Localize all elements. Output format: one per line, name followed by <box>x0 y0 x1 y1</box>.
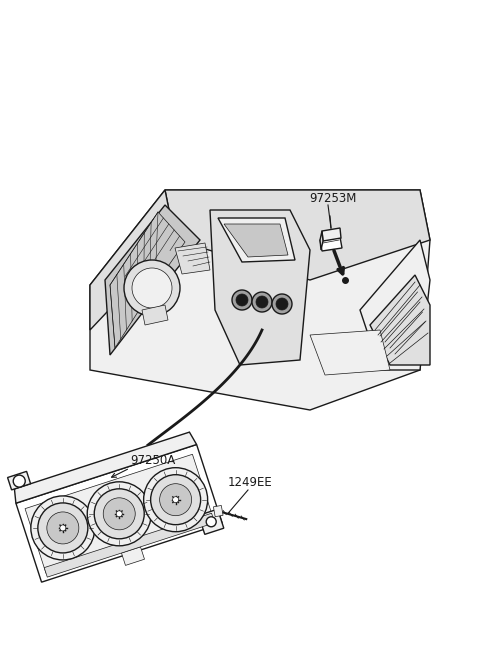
Polygon shape <box>90 190 175 330</box>
Polygon shape <box>110 212 185 348</box>
Polygon shape <box>320 237 342 251</box>
Polygon shape <box>360 240 430 370</box>
Polygon shape <box>105 205 200 355</box>
Polygon shape <box>25 454 214 573</box>
Polygon shape <box>218 218 295 262</box>
Polygon shape <box>121 547 144 565</box>
Circle shape <box>236 294 248 306</box>
Polygon shape <box>175 243 210 274</box>
Circle shape <box>94 489 144 539</box>
Circle shape <box>252 292 272 312</box>
Circle shape <box>173 497 179 502</box>
Circle shape <box>151 475 201 525</box>
Circle shape <box>47 512 79 544</box>
Circle shape <box>13 475 25 487</box>
Circle shape <box>87 482 151 546</box>
Polygon shape <box>320 231 323 250</box>
Circle shape <box>103 498 135 530</box>
Text: 1249EE: 1249EE <box>228 476 273 489</box>
Polygon shape <box>210 210 310 365</box>
Circle shape <box>116 511 122 517</box>
Polygon shape <box>224 224 288 257</box>
Polygon shape <box>142 305 168 325</box>
Polygon shape <box>90 190 430 410</box>
Polygon shape <box>44 513 215 577</box>
Polygon shape <box>199 509 224 535</box>
Polygon shape <box>165 190 430 280</box>
Circle shape <box>232 290 252 310</box>
Circle shape <box>160 483 192 516</box>
Polygon shape <box>310 330 390 375</box>
Circle shape <box>272 294 292 314</box>
Circle shape <box>60 525 66 531</box>
Text: 97253M: 97253M <box>309 192 356 205</box>
Circle shape <box>31 496 95 560</box>
Circle shape <box>256 296 268 308</box>
Circle shape <box>276 298 288 310</box>
Polygon shape <box>214 506 223 517</box>
Polygon shape <box>8 472 31 490</box>
Circle shape <box>124 260 180 316</box>
Circle shape <box>206 517 216 527</box>
Polygon shape <box>370 275 430 365</box>
Text: 97250A: 97250A <box>130 453 175 466</box>
Circle shape <box>132 268 172 308</box>
Polygon shape <box>322 228 341 241</box>
Circle shape <box>38 503 88 553</box>
Circle shape <box>144 468 208 531</box>
Polygon shape <box>14 432 197 503</box>
Polygon shape <box>16 445 222 582</box>
